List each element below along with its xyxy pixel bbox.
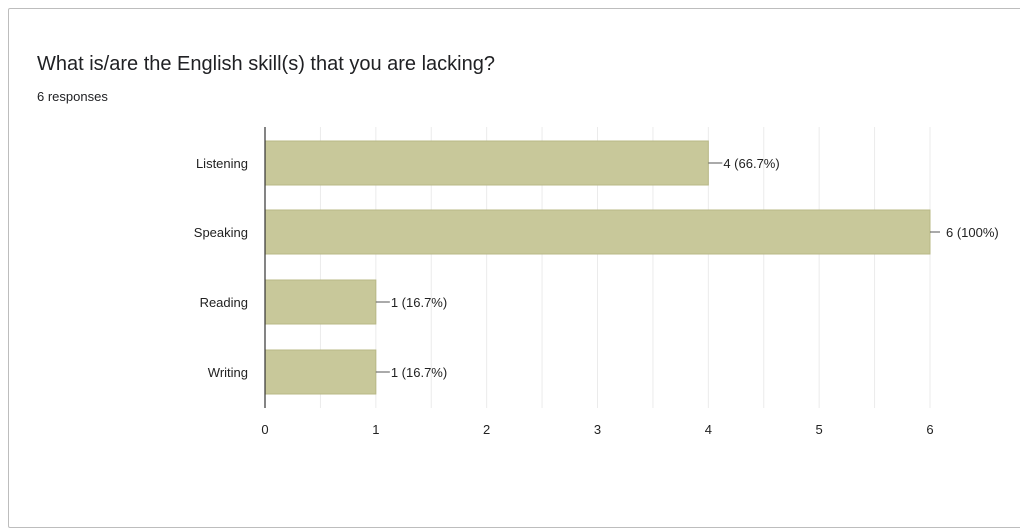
chart-title: What is/are the English skill(s) that yo… [37,53,495,75]
x-tick-label: 4 [705,422,712,437]
bar-reading [264,279,377,325]
data-label-speaking: 6 (100%) [946,225,999,240]
response-count: 6 responses [37,89,108,104]
x-tick-label: 1 [372,422,379,437]
x-tick-label: 0 [261,422,268,437]
category-label-speaking: Speaking [194,225,248,240]
data-label-writing: 1 (16.7%) [391,365,447,380]
bar-listening [264,140,709,186]
category-label-reading: Reading [200,295,248,310]
x-tick-label: 3 [594,422,601,437]
chart-card: What is/are the English skill(s) that yo… [8,8,1020,528]
x-tick-label: 2 [483,422,490,437]
bar-chart: Listening 4 (66.7%) Speaking 6 (100%) Readin… [194,127,999,437]
bar-speaking [264,209,931,255]
data-label-reading: 1 (16.7%) [391,295,447,310]
x-tick-label: 5 [816,422,823,437]
bar-writing [264,349,377,395]
category-label-listening: Listening [196,156,248,171]
x-tick-label: 6 [926,422,933,437]
category-label-writing: Writing [208,365,248,380]
data-label-listening: 4 (66.7%) [723,156,779,171]
